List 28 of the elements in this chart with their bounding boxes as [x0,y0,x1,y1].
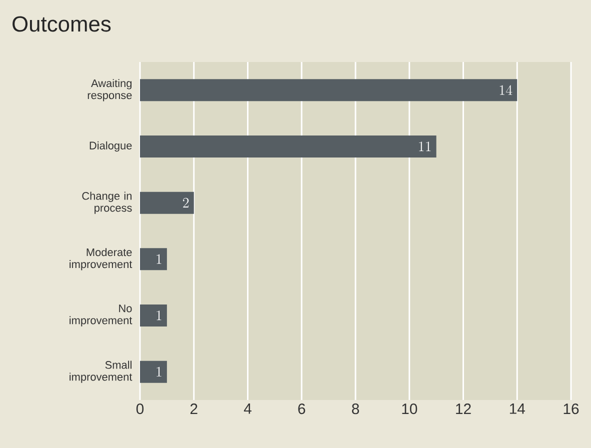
y-tick-label: Awaiting response [88,79,132,102]
data-label: 2 [183,198,189,208]
bar [140,136,436,158]
bar [140,79,518,102]
x-tick-label: 0 [136,404,144,414]
chart-title: Outcomes [12,16,111,32]
y-tick-label: No improvement [70,304,132,326]
x-tick-label: 10 [402,404,418,414]
data-label: 1 [156,310,162,320]
y-tick-label: Small improvement [70,360,132,383]
data-label: 1 [156,254,162,264]
data-label: 14 [500,85,512,95]
data-label: 11 [419,142,431,152]
x-tick-label: 6 [298,404,306,414]
bar [140,248,167,270]
data-label: 1 [156,366,162,376]
y-tick-label: Change in process [82,192,132,214]
y-tick-label: Dialogue [90,141,132,152]
x-tick-label: 12 [456,404,471,414]
x-tick-label: 4 [244,404,252,414]
x-tick-label: 2 [190,404,198,414]
bar [140,304,167,327]
y-tick-label: Moderate improvement [70,248,132,270]
bar [140,192,194,214]
x-tick-label: 8 [352,404,360,414]
x-tick-label: 14 [510,404,525,414]
bar [140,360,167,383]
x-tick-label: 16 [564,404,579,414]
